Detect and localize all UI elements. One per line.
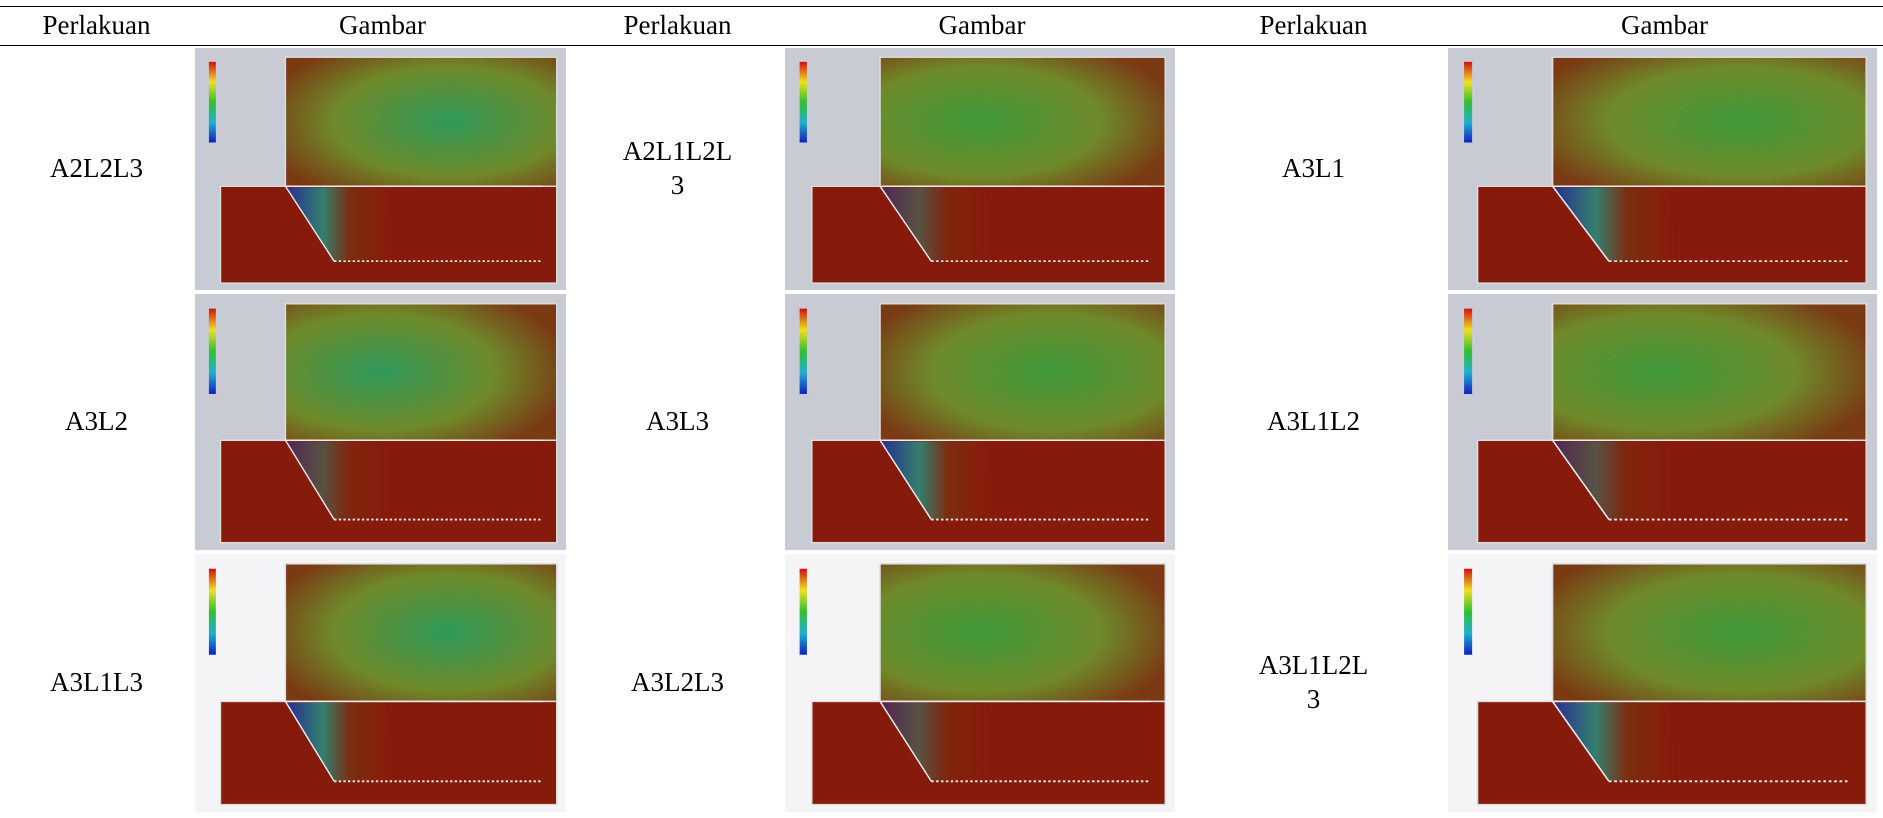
header-rule bbox=[0, 45, 1883, 46]
treatment-label: A2L2L3 bbox=[42, 152, 152, 186]
upper-chamber bbox=[880, 304, 1165, 441]
upper-chamber bbox=[880, 57, 1165, 186]
header-cell: Perlakuan bbox=[0, 6, 193, 45]
simulation-image bbox=[785, 294, 1175, 550]
treatment-label: A3L2L3 bbox=[623, 666, 733, 700]
header-cell: Gambar bbox=[783, 6, 1181, 45]
color-bar bbox=[800, 309, 807, 394]
upper-chamber bbox=[1553, 304, 1867, 441]
simulation-image bbox=[785, 48, 1175, 290]
simulation-image bbox=[1448, 294, 1877, 550]
upper-chamber bbox=[285, 57, 556, 186]
treatment-cell: A3L1 bbox=[1181, 46, 1446, 292]
color-bar bbox=[1464, 309, 1472, 394]
treatment-label: A3L1L2L3 bbox=[1259, 649, 1369, 717]
upper-chamber bbox=[880, 564, 1165, 702]
treatment-cell: A3L2 bbox=[0, 292, 193, 552]
document-table: PerlakuanGambarPerlakuanGambarPerlakuanG… bbox=[0, 0, 1883, 818]
treatment-cell: A3L1L2L3 bbox=[1181, 552, 1446, 814]
header-cell: Perlakuan bbox=[1181, 6, 1446, 45]
color-bar bbox=[800, 569, 807, 655]
color-bar bbox=[1464, 62, 1472, 143]
color-bar bbox=[209, 62, 216, 143]
treatment-label: A3L2 bbox=[42, 405, 152, 439]
upper-chamber bbox=[285, 304, 556, 441]
simulation-image bbox=[195, 294, 566, 550]
treatment-label: A3L1L3 bbox=[42, 666, 152, 700]
treatment-label: A2L1L2L3 bbox=[623, 135, 733, 203]
color-bar bbox=[800, 62, 807, 143]
simulation-image bbox=[1448, 554, 1877, 812]
header-cell: Gambar bbox=[1446, 6, 1883, 45]
simulation-image bbox=[1448, 48, 1877, 290]
treatment-cell: A3L2L3 bbox=[572, 552, 783, 814]
simulation-image bbox=[785, 554, 1175, 812]
color-bar bbox=[209, 309, 216, 394]
upper-chamber bbox=[285, 564, 556, 702]
treatment-label: A3L3 bbox=[623, 405, 733, 439]
simulation-image bbox=[195, 48, 566, 290]
treatment-label: A3L1L2 bbox=[1259, 405, 1369, 439]
treatment-cell: A2L1L2L3 bbox=[572, 46, 783, 292]
treatment-cell: A3L1L2 bbox=[1181, 292, 1446, 552]
color-bar bbox=[1464, 569, 1472, 655]
upper-chamber bbox=[1553, 57, 1867, 186]
treatment-cell: A3L3 bbox=[572, 292, 783, 552]
header-cell: Gambar bbox=[193, 6, 572, 45]
header-cell: Perlakuan bbox=[572, 6, 783, 45]
simulation-image bbox=[195, 554, 566, 812]
upper-chamber bbox=[1553, 564, 1867, 702]
treatment-label: A3L1 bbox=[1259, 152, 1369, 186]
color-bar bbox=[209, 569, 216, 655]
treatment-cell: A2L2L3 bbox=[0, 46, 193, 292]
treatment-cell: A3L1L3 bbox=[0, 552, 193, 814]
